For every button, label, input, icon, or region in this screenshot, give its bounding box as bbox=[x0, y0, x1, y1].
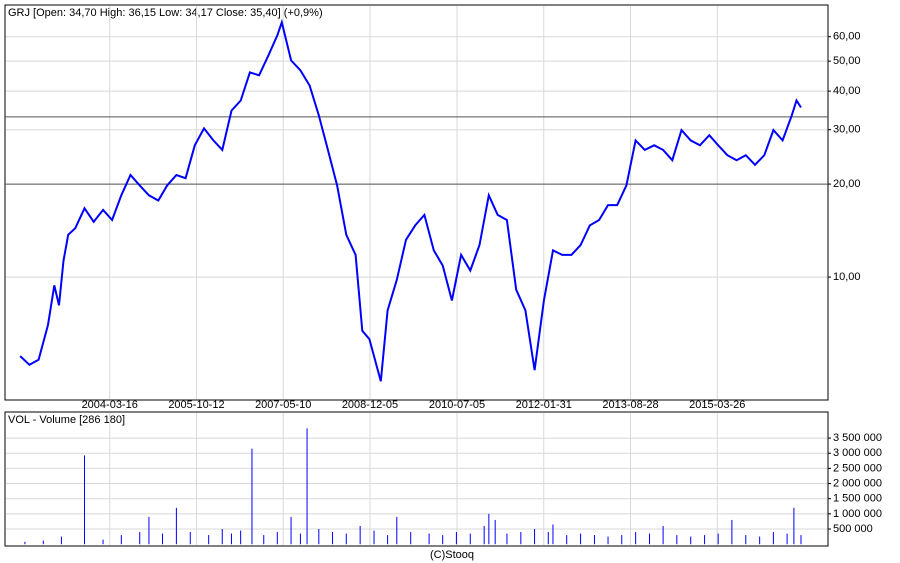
volume-bar bbox=[359, 525, 361, 545]
volume-bar bbox=[373, 530, 375, 545]
x-tick-label: 2005-10-12 bbox=[168, 399, 224, 411]
volume-bar bbox=[483, 525, 485, 545]
volume-bar bbox=[290, 516, 292, 545]
x-tick-label: 2010-07-05 bbox=[429, 399, 485, 411]
x-tick-label: 2015-03-26 bbox=[689, 399, 745, 411]
volume-bar bbox=[649, 533, 651, 545]
volume-bar bbox=[547, 532, 549, 545]
x-tick-label: 2004-03-16 bbox=[82, 399, 138, 411]
volume-bar bbox=[306, 428, 308, 545]
volume-bar bbox=[690, 536, 692, 545]
x-tick-label: 2008-12-05 bbox=[342, 399, 398, 411]
volume-bar bbox=[240, 530, 242, 545]
volume-bar bbox=[175, 507, 177, 545]
volume-bar bbox=[566, 535, 568, 545]
volume-bar bbox=[717, 533, 719, 545]
volume-bar bbox=[800, 535, 802, 545]
volume-bar bbox=[793, 507, 795, 545]
volume-bar bbox=[552, 524, 554, 545]
volume-bar bbox=[221, 529, 223, 545]
footer: (C)Stooq bbox=[430, 549, 474, 561]
y-tick-label: 3 500 000 bbox=[833, 432, 882, 444]
y-tick-label: 30,00 bbox=[833, 124, 861, 136]
y-tick-label: 60,00 bbox=[833, 31, 861, 43]
volume-bar bbox=[60, 536, 62, 545]
volume-bar bbox=[442, 535, 444, 545]
volume-bar bbox=[676, 535, 678, 545]
volume-bar bbox=[263, 535, 265, 545]
volume-bar bbox=[455, 532, 457, 545]
price-panel bbox=[4, 4, 829, 401]
volume-bar bbox=[299, 533, 301, 545]
volume-bar bbox=[662, 525, 664, 545]
volume-bar bbox=[120, 535, 122, 545]
volume-bar bbox=[139, 532, 141, 545]
volume-bar bbox=[276, 532, 278, 545]
volume-bar bbox=[230, 533, 232, 545]
volume-bar bbox=[488, 513, 490, 545]
volume-bar bbox=[520, 532, 522, 545]
volume-bar bbox=[786, 533, 788, 545]
volume-bar bbox=[494, 519, 496, 545]
volume-bar bbox=[469, 533, 471, 545]
volume-bar bbox=[84, 455, 86, 545]
volume-bar bbox=[251, 448, 253, 545]
volume-bar bbox=[345, 533, 347, 545]
volume-bar bbox=[428, 533, 430, 545]
volume-bar bbox=[208, 535, 210, 545]
y-tick-label: 2 000 000 bbox=[833, 477, 882, 489]
y-tick-label: 1 000 000 bbox=[833, 508, 882, 520]
y-tick-label: 1 500 000 bbox=[833, 493, 882, 505]
x-tick-label: 2012-01-31 bbox=[516, 399, 572, 411]
volume-bar bbox=[506, 533, 508, 545]
y-tick-label: 500 000 bbox=[833, 523, 873, 535]
y-tick-label: 40,00 bbox=[833, 85, 861, 97]
volume-bar bbox=[148, 516, 150, 545]
y-tick-label: 2 500 000 bbox=[833, 462, 882, 474]
volume-bar bbox=[332, 532, 334, 545]
panel-title: GRJ [Open: 34,70 High: 36,15 Low: 34,17 … bbox=[8, 7, 323, 19]
volume-bar bbox=[318, 529, 320, 545]
volume-bar bbox=[745, 535, 747, 545]
volume-bar bbox=[534, 529, 536, 545]
y-tick-label: 20,00 bbox=[833, 178, 861, 190]
y-tick-label: 50,00 bbox=[833, 55, 861, 67]
panel-title: VOL - Volume [286 180] bbox=[8, 414, 125, 426]
volume-bar bbox=[607, 536, 609, 545]
volume-bar bbox=[731, 519, 733, 545]
volume-bar bbox=[42, 540, 44, 545]
volume-bar bbox=[24, 541, 26, 545]
volume-bar bbox=[410, 532, 412, 545]
volume-bar bbox=[396, 516, 398, 545]
y-tick-label: 3 000 000 bbox=[833, 447, 882, 459]
volume-bar bbox=[102, 539, 104, 545]
x-tick-label: 2013-08-28 bbox=[602, 399, 658, 411]
volume-bar bbox=[580, 533, 582, 545]
volume-bar bbox=[593, 535, 595, 545]
volume-panel bbox=[4, 411, 829, 547]
volume-bar bbox=[621, 535, 623, 545]
y-tick-label: 10,00 bbox=[833, 271, 861, 283]
volume-bar bbox=[772, 532, 774, 545]
volume-bar bbox=[635, 532, 637, 545]
volume-bar bbox=[189, 532, 191, 545]
volume-bar bbox=[387, 535, 389, 545]
volume-bar bbox=[759, 536, 761, 545]
x-tick-label: 2007-05-10 bbox=[255, 399, 311, 411]
volume-bar bbox=[162, 533, 164, 545]
price-line bbox=[19, 18, 802, 382]
volume-bar bbox=[704, 535, 706, 545]
